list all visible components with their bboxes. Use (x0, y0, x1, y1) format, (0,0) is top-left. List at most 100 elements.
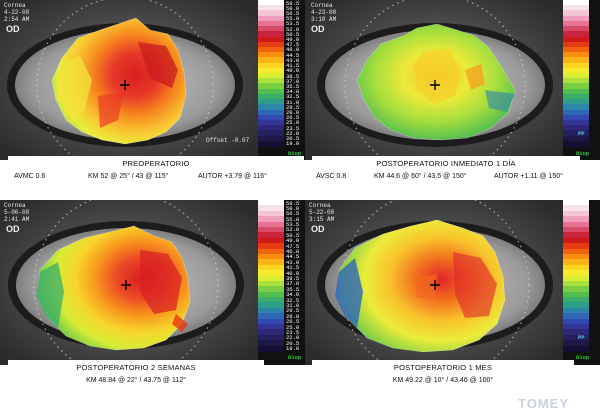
scale-swatch (258, 221, 284, 228)
corner-info: Cornea 4-22-08 2:54 AM (4, 2, 30, 23)
scale-swatch (258, 210, 284, 217)
scale-swatch (563, 286, 589, 293)
color-scale-bottom-right (563, 200, 600, 365)
scale-swatch (563, 205, 589, 212)
scale-swatch (258, 125, 284, 132)
topography-panel-postop-1month: Cornea 5-22-08 3:15 AM OD (305, 200, 563, 365)
corner-info: Cornea 5-22-08 3:15 AM (309, 202, 335, 223)
scale-label: 59.5 (286, 199, 300, 207)
eye-label: OD (311, 24, 325, 34)
scale-pp-tag: PP (578, 334, 585, 341)
km-value: KM 48.84 @ 22° / 43.75 @ 112° (86, 377, 186, 384)
scale-label: 26.5 (286, 318, 300, 326)
scale-swatch (258, 15, 284, 22)
scale-unit-label: Diop (288, 150, 302, 157)
km-value: KM 52 @ 25° / 43 @ 115° (88, 173, 169, 180)
scale-label: 58.0 (286, 204, 300, 212)
scale-label: 47.5 (286, 41, 300, 49)
caption-preop: PREOPERATORIO AVMC 0.6 KM 52 @ 25° / 43 … (8, 156, 304, 186)
scale-label: 44.5 (286, 51, 300, 59)
scale-label: 56.5 (286, 210, 300, 218)
scale-swatch (258, 340, 284, 347)
scale-swatch (258, 226, 284, 233)
scale-swatch (563, 340, 589, 347)
scale-swatch (258, 275, 284, 282)
scale-swatch (563, 36, 589, 43)
scale-swatch (258, 270, 284, 277)
scale-label: 34.0 (286, 88, 300, 96)
scale-label: 23.5 (286, 328, 300, 336)
offset-label: Offset -0.07 (206, 137, 250, 144)
scale-swatch (258, 67, 284, 74)
scale-swatch (258, 140, 284, 147)
scale-swatch (563, 253, 589, 260)
scale-label: 29.5 (286, 307, 300, 315)
scale-label: 50.5 (286, 231, 300, 239)
scale-swatch (563, 210, 589, 217)
topography-panel-postop-2weeks: Cornea 5-06-08 2:41 AM OD (0, 200, 258, 365)
scale-swatch (258, 334, 284, 341)
scale-swatch (258, 99, 284, 106)
scale-label: 53.5 (286, 20, 300, 28)
scale-swatch (563, 275, 589, 282)
scale-swatch (563, 307, 589, 314)
scale-swatch (258, 329, 284, 336)
topography-panel-preop: Cornea 4-22-08 2:54 AM OD Offset -0.07 (0, 0, 258, 160)
eye-photo-preop (0, 0, 258, 160)
caption-title: POSTOPERATORIO 2 SEMANAS (76, 363, 196, 372)
scale-swatch (563, 291, 589, 298)
scale-swatch (258, 291, 284, 298)
scale-swatch (563, 20, 589, 27)
scale-swatch (258, 78, 284, 85)
scale-swatch (563, 73, 589, 79)
scale-label: 35.5 (286, 285, 300, 293)
avsc-value: AVSC 0.8 (316, 173, 347, 180)
scale-swatch (258, 41, 284, 48)
scale-swatch (563, 135, 589, 142)
scale-label: 55.0 (286, 15, 300, 23)
scale-label: 22.0 (286, 129, 300, 137)
scale-swatch (563, 104, 589, 111)
scale-label: 38.5 (286, 275, 300, 282)
scale-swatch (563, 41, 589, 48)
scale-swatch (258, 130, 284, 137)
scale-label: 28.0 (286, 109, 300, 116)
scale-swatch (258, 114, 284, 121)
color-scale-top-left: 59.5 58.0 56.5 55.0 53.5 52.0 50.5 49.0 47.5 46.0… (258, 0, 305, 160)
scale-label: 19.0 (286, 140, 300, 148)
scale-label: 55.0 (286, 215, 300, 223)
scale-swatch (258, 302, 284, 309)
scale-label: 20.5 (286, 135, 300, 143)
scale-label: 40.0 (286, 67, 300, 75)
scale-label: 35.5 (286, 82, 300, 90)
scale-swatch (258, 62, 284, 69)
scale-label: 34.0 (286, 291, 300, 299)
scale-swatch (258, 83, 284, 90)
scale-label: 28.0 (286, 312, 300, 320)
scale-swatch (563, 119, 589, 126)
autor-value: AUTOR +3.79 @ 116° (198, 173, 267, 180)
scale-swatch (563, 318, 589, 325)
eye-label: OD (6, 24, 20, 34)
scale-swatch (563, 99, 589, 106)
scale-swatch (258, 200, 284, 206)
caption-title: PREOPERATORIO (122, 159, 190, 168)
scale-label: 25.0 (286, 119, 300, 127)
scale-swatch (563, 200, 589, 206)
scale-swatch (258, 57, 284, 64)
scale-swatch (563, 243, 589, 250)
scale-swatch (258, 324, 284, 331)
scale-label: 49.0 (286, 237, 300, 245)
scale-swatch (563, 248, 589, 255)
scale-swatch (563, 232, 589, 239)
eye-label: OD (311, 224, 325, 234)
center-crosshair-icon (430, 280, 440, 290)
scale-label: 38.5 (286, 72, 300, 80)
scale-label: 32.5 (286, 93, 300, 101)
corner-info: Cornea 4-23-08 3:10 AM (311, 2, 337, 23)
scale-swatch (258, 286, 284, 293)
scale-swatch (563, 237, 589, 244)
scale-swatch (258, 88, 284, 95)
scale-swatch (258, 20, 284, 27)
scale-swatch (258, 52, 284, 59)
